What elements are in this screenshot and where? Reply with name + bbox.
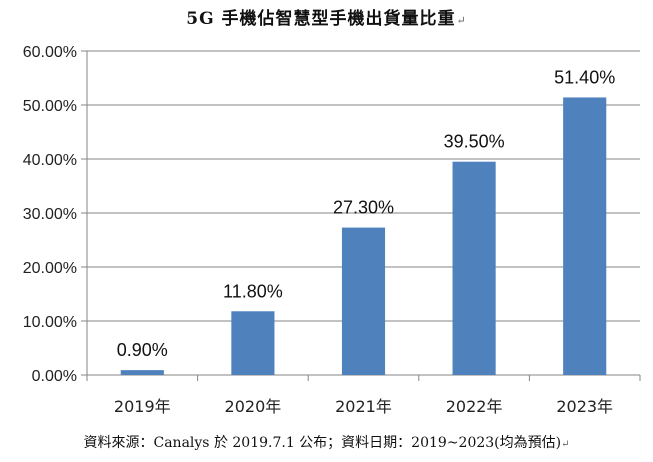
- data-label: 27.30%: [333, 198, 394, 218]
- bar: [452, 161, 496, 375]
- source-note: 資料來源：Canalys 於 2019.7.1 公布；資料日期：2019~202…: [0, 432, 653, 452]
- x-tick-label: 2022年: [446, 397, 503, 416]
- y-tick-labels: 0.00% 10.00% 20.00% 30.00% 40.00% 50.00% 60.00…: [23, 44, 77, 385]
- data-label: 51.40%: [554, 67, 615, 87]
- paragraph-mark-icon: ↵: [456, 14, 467, 27]
- data-label: 0.90%: [117, 340, 168, 360]
- bars: [120, 97, 607, 375]
- y-tick-label: 30.00%: [23, 206, 77, 223]
- y-tick-label: 10.00%: [23, 314, 77, 331]
- bar: [563, 97, 607, 375]
- x-tick-label: 2020年: [225, 397, 282, 416]
- x-tick-label: 2023年: [556, 397, 613, 416]
- y-tick-label: 20.00%: [23, 260, 77, 277]
- x-tick-label: 2019年: [114, 397, 171, 416]
- bar-chart: 0.00% 10.00% 20.00% 30.00% 40.00% 50.00% 60.00…: [23, 44, 641, 416]
- y-tick-label: 60.00%: [23, 44, 77, 61]
- x-tick-labels: 2019年 2020年 2021年 2022年 2023年: [114, 397, 613, 416]
- bar: [231, 311, 275, 375]
- source-note-text: 資料來源：Canalys 於 2019.7.1 公布；資料日期：2019~202…: [83, 435, 562, 451]
- bar: [341, 227, 386, 375]
- bar: [120, 370, 164, 375]
- y-tick-label: 0.00%: [32, 368, 77, 385]
- chart-title-text: 5G 手機佔智慧型手機出貨量比重: [186, 9, 456, 29]
- y-tick-label: 50.00%: [23, 98, 77, 115]
- y-tick-label: 40.00%: [23, 152, 77, 169]
- data-label: 39.50%: [444, 132, 505, 152]
- paragraph-mark-icon: ↵: [561, 439, 570, 450]
- chart-title: 5G 手機佔智慧型手機出貨量比重↵: [0, 4, 653, 29]
- x-tick-label: 2021年: [335, 397, 392, 416]
- data-labels: 0.90% 11.80% 27.30% 39.50% 51.40%: [117, 67, 615, 360]
- data-label: 11.80%: [223, 281, 283, 301]
